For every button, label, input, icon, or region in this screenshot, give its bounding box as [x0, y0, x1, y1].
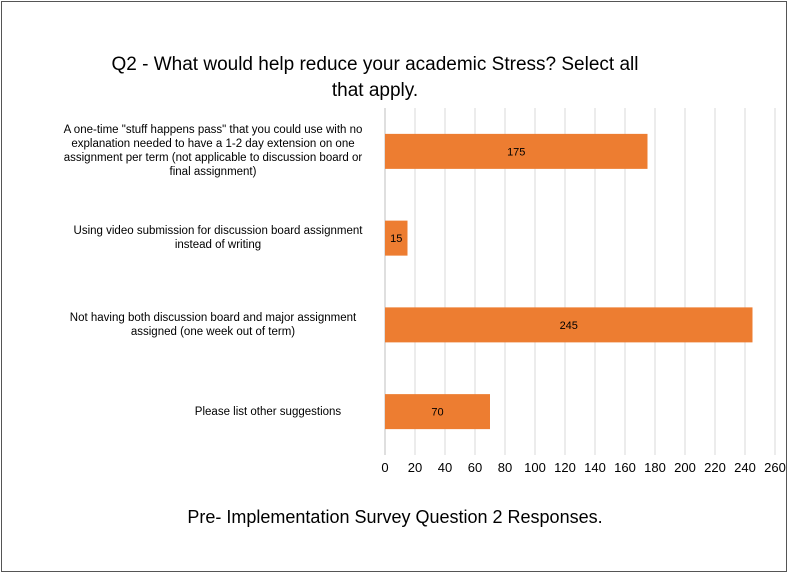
bar — [385, 220, 408, 256]
x-tick-label: 100 — [524, 460, 546, 475]
data-label: 175 — [507, 146, 525, 158]
chart-caption: Pre- Implementation Survey Question 2 Re… — [187, 507, 603, 527]
x-tick-label: 0 — [381, 460, 388, 475]
chart-title: Q2 - What would help reduce your academi… — [111, 54, 639, 101]
bar — [385, 307, 753, 343]
x-tick-label: 120 — [554, 460, 576, 475]
category-label: A one-time "stuff happens pass" that you… — [63, 124, 363, 179]
data-label: 245 — [560, 320, 578, 332]
x-tick-label: 240 — [734, 460, 756, 475]
category-label: Not having both discussion board and maj… — [69, 311, 357, 338]
category-label: Using video submission for discussion bo… — [73, 225, 363, 252]
data-label: 70 — [431, 407, 443, 419]
x-tick-label: 80 — [498, 460, 512, 475]
data-label: 15 — [390, 233, 402, 245]
category-label: Please list other suggestions — [194, 405, 342, 418]
bar — [385, 133, 648, 169]
x-tick-label: 220 — [704, 460, 726, 475]
x-tick-label: 60 — [468, 460, 482, 475]
x-tick-label: 180 — [644, 460, 666, 475]
x-tick-label: 20 — [408, 460, 422, 475]
bar — [385, 394, 490, 430]
x-tick-label: 140 — [584, 460, 606, 475]
x-tick-label: 200 — [674, 460, 696, 475]
x-tick-label: 40 — [438, 460, 452, 475]
x-tick-label: 260 — [764, 460, 786, 475]
x-tick-label: 160 — [614, 460, 636, 475]
